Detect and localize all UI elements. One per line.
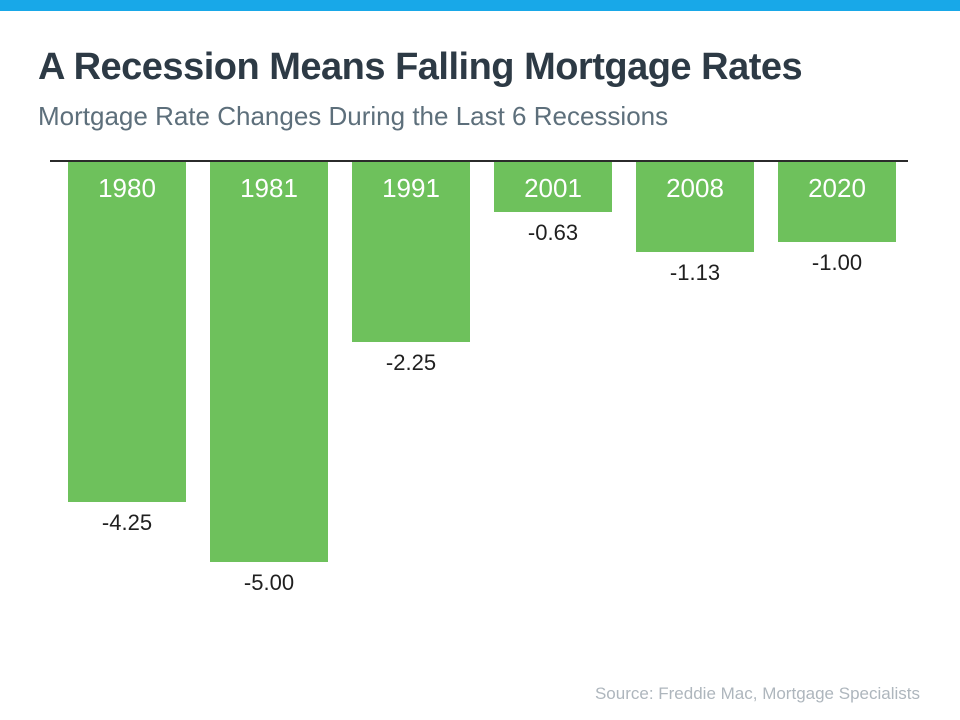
bar-category-label: 1981 bbox=[240, 173, 298, 203]
bar: 2001 bbox=[494, 162, 612, 212]
bar-category-label: 2020 bbox=[808, 173, 866, 203]
bar-group: 1991 -2.25 bbox=[352, 162, 470, 375]
bar: 1980 bbox=[68, 162, 186, 502]
bar-group: 1980 -4.25 bbox=[68, 162, 186, 535]
source-attribution: Source: Freddie Mac, Mortgage Specialist… bbox=[594, 684, 920, 703]
chart-baseline bbox=[50, 160, 908, 162]
bar: 2008 bbox=[636, 162, 754, 252]
bar-value-label: -1.13 bbox=[669, 260, 721, 285]
bar-value-label: -1.00 bbox=[811, 250, 863, 275]
page-title: A Recession Means Falling Mortgage Rates bbox=[38, 46, 803, 88]
bar-value-label: -0.63 bbox=[527, 220, 579, 245]
bar-group: 2001 -0.63 bbox=[494, 162, 612, 245]
bar-category-label: 1980 bbox=[98, 173, 156, 203]
bar-category-label: 2008 bbox=[666, 173, 724, 203]
bar-group: 2020 -1.00 bbox=[778, 162, 896, 275]
page-subtitle: Mortgage Rate Changes During the Last 6 … bbox=[38, 101, 669, 131]
bar-value-label: -4.25 bbox=[101, 510, 153, 535]
bar: 1981 bbox=[210, 162, 328, 562]
bar-chart: 1980 -4.25 1981 -5.00 1991 -2.25 2001 -0… bbox=[68, 162, 896, 595]
bar-value-label: -5.00 bbox=[243, 570, 295, 595]
bar-category-label: 2001 bbox=[524, 173, 582, 203]
bar-group: 2008 -1.13 bbox=[636, 162, 754, 285]
bar-value-label: -2.25 bbox=[385, 350, 437, 375]
top-accent-bar bbox=[0, 0, 960, 11]
bar: 1991 bbox=[352, 162, 470, 342]
bar-category-label: 1991 bbox=[382, 173, 440, 203]
bar: 2020 bbox=[778, 162, 896, 242]
bar-group: 1981 -5.00 bbox=[210, 162, 328, 595]
